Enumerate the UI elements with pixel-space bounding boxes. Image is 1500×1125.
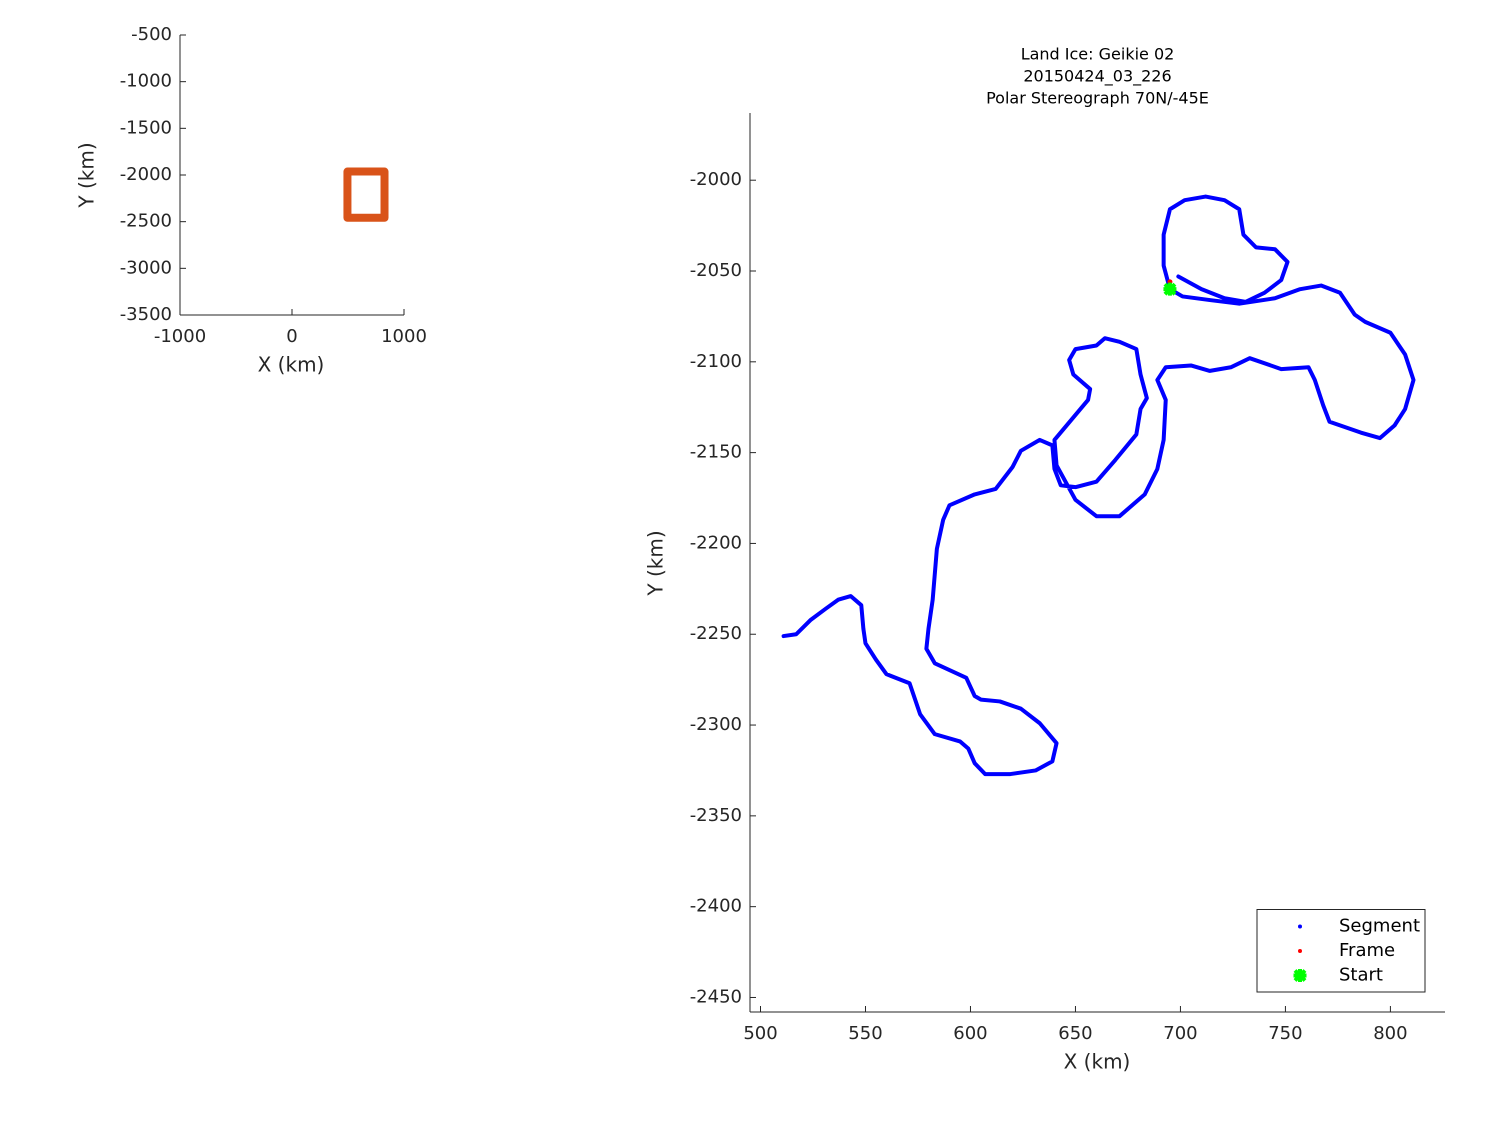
y-tick-label: -2250: [690, 623, 742, 644]
y-tick-label: -2050: [690, 260, 742, 281]
y-tick-label: -500: [131, 24, 172, 45]
x-tick-label: -1000: [154, 326, 206, 347]
series-line: [781, 194, 1416, 777]
x-tick-label: 750: [1268, 1023, 1302, 1044]
marker-x: [1293, 969, 1307, 982]
x-tick-label: 500: [743, 1023, 777, 1044]
y-tick-label: -2400: [690, 896, 742, 917]
marker-x: [1163, 282, 1177, 296]
chart-title: 20150424_03_226: [1023, 67, 1171, 87]
chart: -1000 0 1000 -3500 -3000 -2500 -2000 -1500 -1000…: [75, 24, 427, 377]
y-tick-label: -3500: [120, 304, 172, 325]
x-tick-label: 600: [953, 1023, 987, 1044]
y-tick-label: -2000: [120, 164, 172, 185]
y-tick-label: -2350: [690, 805, 742, 826]
chart: 500 550 600 650 700 750 800 -2450 -2400 -2350 -230…: [644, 45, 1445, 1074]
y-tick-label: -2300: [690, 714, 742, 735]
x-tick-label: 800: [1373, 1023, 1407, 1044]
chart-title: Polar Stereograph 70N/-45E: [986, 89, 1209, 108]
y-tick-label: -1000: [120, 71, 172, 92]
x-tick-label: 650: [1058, 1023, 1092, 1044]
x-tick-label: 0: [286, 326, 297, 347]
y-tick-label: -2450: [690, 986, 742, 1007]
y-tick-label: -2500: [120, 211, 172, 232]
series-line: [343, 167, 389, 222]
x-tick-label: 550: [848, 1023, 882, 1044]
y-tick-label: -3000: [120, 257, 172, 278]
legend-label: Start: [1339, 965, 1383, 986]
y-tick-label: -2000: [690, 169, 742, 190]
y-tick-label: -2100: [690, 351, 742, 372]
y-tick-label: -2200: [690, 532, 742, 553]
x-tick-label: 700: [1163, 1023, 1197, 1044]
x-tick-label: 1000: [381, 326, 427, 347]
y-tick-label: -2150: [690, 442, 742, 463]
y-axis-label: Y (km): [644, 530, 668, 596]
y-axis-label: Y (km): [75, 142, 99, 208]
y-tick-label: -1500: [120, 117, 172, 138]
legend-marker: [1298, 949, 1302, 953]
legend-box: [1256, 909, 1426, 993]
chart-title: Land Ice: Geikie 02: [1021, 45, 1175, 64]
legend: Segment Frame Start: [1256, 909, 1426, 993]
x-axis-label: X (km): [1064, 1050, 1131, 1074]
legend-label: Segment: [1339, 916, 1420, 937]
legend-marker: [1298, 924, 1302, 929]
x-axis-label: X (km): [258, 353, 325, 377]
legend-label: Frame: [1339, 940, 1395, 961]
start-marker: [1163, 282, 1177, 296]
